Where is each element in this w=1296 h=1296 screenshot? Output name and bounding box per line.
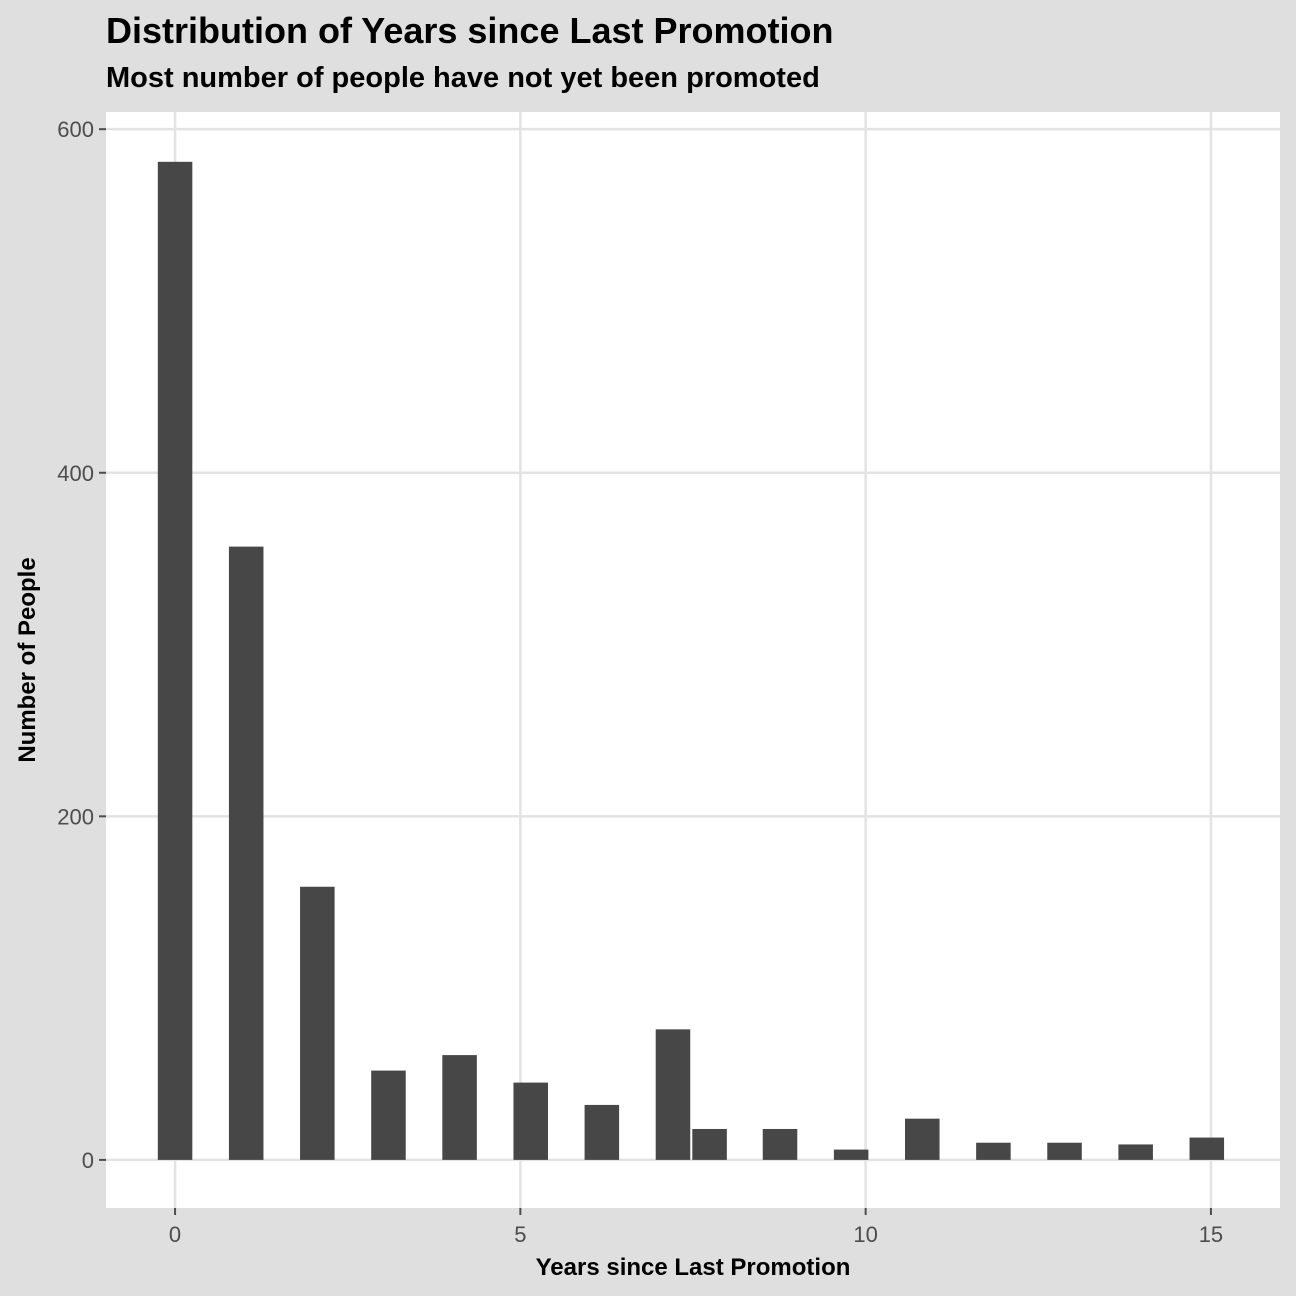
x-tick-label: 15 [1199, 1222, 1223, 1247]
histogram-bar [157, 161, 193, 1160]
histogram-bar [300, 886, 335, 1160]
histogram-bar [833, 1149, 869, 1160]
x-axis-title: Years since Last Promotion [536, 1254, 851, 1281]
histogram-bar [513, 1082, 548, 1160]
y-tick-label: 0 [82, 1148, 94, 1173]
axis-ticks: 0 200 400 600 0 5 10 15 [57, 117, 1223, 1247]
histogram-bar [584, 1104, 620, 1160]
bars [157, 161, 1225, 1160]
x-tick-label: 5 [514, 1222, 526, 1247]
chart-subtitle: Most number of people have not yet been … [106, 62, 820, 94]
histogram-bar [228, 546, 264, 1160]
histogram-bar [905, 1118, 940, 1160]
x-tick-label: 0 [169, 1222, 181, 1247]
plot-panel [106, 112, 1280, 1208]
chart-title: Distribution of Years since Last Promoti… [106, 10, 834, 51]
histogram-bar [1118, 1144, 1153, 1160]
histogram-bar [442, 1055, 477, 1160]
x-tick-label: 10 [853, 1222, 877, 1247]
histogram-bar [762, 1128, 798, 1160]
y-tick-label: 200 [57, 804, 94, 829]
histogram-bar [1189, 1137, 1225, 1160]
y-tick-label: 600 [57, 117, 94, 142]
histogram-bar [655, 1029, 691, 1160]
histogram-bar [976, 1142, 1011, 1160]
histogram-bar [371, 1070, 406, 1160]
histogram-bar [1047, 1142, 1082, 1160]
y-tick-label: 400 [57, 461, 94, 486]
histogram-bar [692, 1128, 727, 1160]
y-axis-title: Number of People [14, 557, 41, 762]
